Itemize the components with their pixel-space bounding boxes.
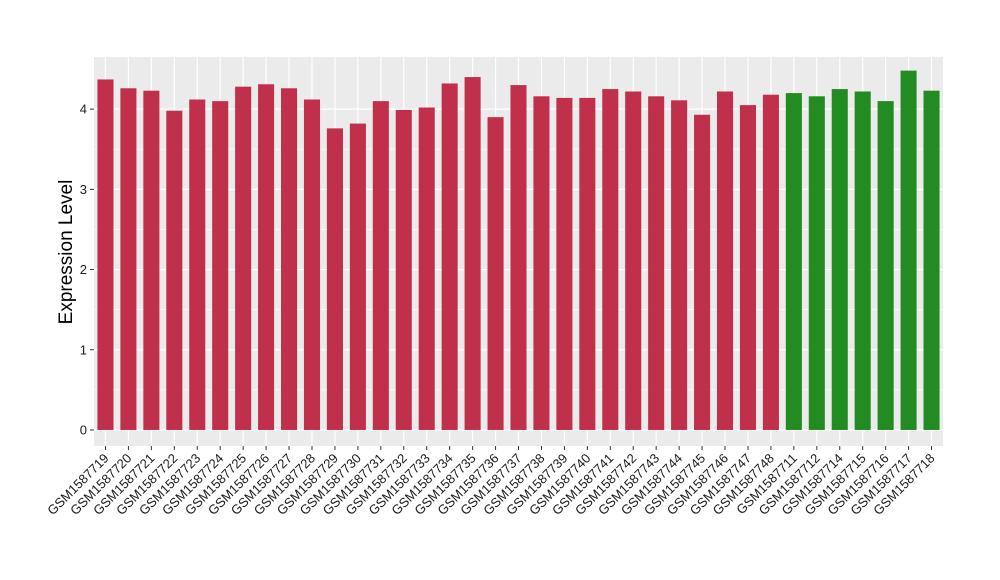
bar: [877, 101, 894, 430]
bar: [510, 85, 527, 430]
y-tick-label: 4: [80, 102, 87, 117]
bar: [648, 96, 665, 430]
bar: [326, 128, 343, 430]
bar: [395, 109, 412, 430]
bar: [900, 70, 917, 430]
bar: [166, 110, 183, 430]
bar: [281, 88, 298, 430]
y-tick-label: 2: [80, 262, 87, 277]
bar: [189, 99, 206, 430]
bar: [762, 94, 779, 430]
bar: [579, 97, 596, 430]
bar: [303, 99, 321, 430]
bar: [97, 79, 114, 430]
bar: [143, 90, 160, 430]
bar: [464, 77, 481, 430]
bar: [556, 97, 573, 430]
bar: [694, 114, 711, 430]
bar: [671, 100, 688, 430]
y-tick-label: 3: [80, 182, 87, 197]
bar: [212, 101, 229, 430]
bar: [235, 86, 252, 430]
y-tick-label: 1: [80, 342, 87, 357]
bar: [923, 90, 940, 430]
bar: [487, 117, 504, 430]
bar: [831, 89, 848, 430]
bar: [533, 96, 550, 430]
bar: [808, 96, 825, 430]
bars: [97, 70, 940, 430]
bar: [441, 83, 458, 430]
y-axis: 0 1 2 3 4: [80, 102, 94, 437]
bar: [602, 89, 619, 430]
bar: [739, 105, 756, 430]
y-tick-label: 0: [80, 422, 87, 437]
bar: [418, 107, 435, 430]
bar: [785, 93, 802, 430]
bar: [625, 91, 642, 430]
bar: [372, 101, 389, 430]
bar: [258, 84, 275, 430]
bar: [349, 123, 366, 430]
x-axis: GSM1587719GSM1587720GSM1587721GSM1587722…: [44, 446, 938, 518]
y-axis-title: Expression Level: [56, 180, 77, 325]
bar: [120, 88, 137, 430]
bar: [854, 91, 871, 430]
bar: [716, 91, 734, 430]
